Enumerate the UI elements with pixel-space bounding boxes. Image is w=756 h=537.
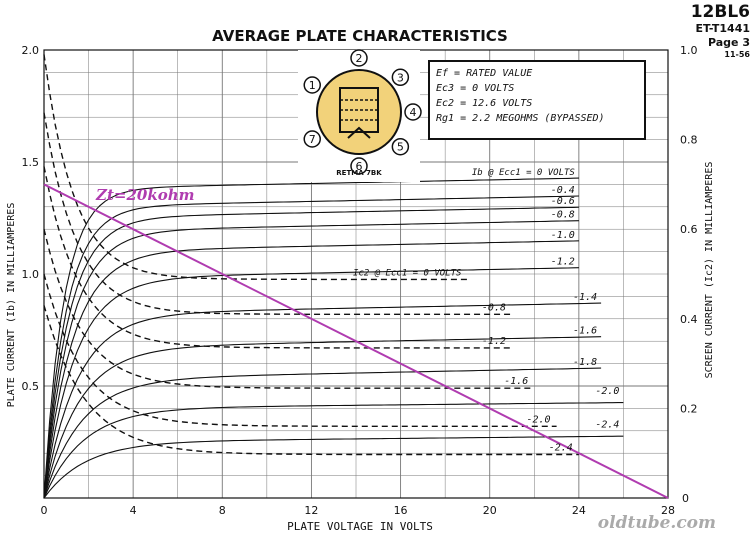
pin-number: 5 xyxy=(397,141,404,154)
screen-curve-label: -2.4 xyxy=(549,443,573,454)
x-tick-label: 0 xyxy=(41,504,48,517)
plate-curve xyxy=(43,220,579,499)
x-tick-label: 4 xyxy=(130,504,137,517)
tube-type: 12BL6 xyxy=(690,2,750,22)
pin-number: 3 xyxy=(397,71,404,84)
y2-tick-label: 1.0 xyxy=(680,44,698,57)
doc-code: ET-T1441 xyxy=(695,22,750,35)
screen-curve-label: -0.8 xyxy=(482,302,506,313)
pin-circle xyxy=(303,76,321,94)
plate-curve xyxy=(43,302,602,499)
screen-curve-label: -1.2 xyxy=(482,336,506,347)
y2-tick-label: 0.8 xyxy=(680,134,698,147)
y-axis-label: PLATE CURRENT (Ib) IN MILLIAMPERES xyxy=(6,203,17,408)
screen-curve xyxy=(43,305,579,456)
plate-curve-label: -2.0 xyxy=(595,386,619,397)
watermark: oldtube.com xyxy=(597,513,716,533)
y2-axis-label: SCREEN CURRENT (Ic2) IN MILLIAMPERES xyxy=(704,162,715,379)
condition-line: Ec3 = 0 VOLTS xyxy=(436,83,515,94)
pin-number: 6 xyxy=(356,160,363,173)
x-axis-label: PLATE VOLTAGE IN VOLTS xyxy=(287,520,433,533)
screen-curve-label: Ic2 @ Ecc1 = 0 VOLTS xyxy=(353,268,462,278)
pin-number: 2 xyxy=(356,52,363,65)
pin-number: 7 xyxy=(309,133,316,146)
plate-curve xyxy=(43,435,624,499)
screen-curve-label: -2.0 xyxy=(526,414,550,425)
pin-number: 1 xyxy=(309,79,316,92)
y2-tick-label: 0.6 xyxy=(680,223,698,236)
plate-current-curves xyxy=(43,177,624,499)
doc-date: 11-56 xyxy=(724,50,750,59)
y2-tick-label: 0.4 xyxy=(680,313,698,326)
chart-title: AVERAGE PLATE CHARACTERISTICS xyxy=(212,27,508,45)
x-tick-label: 20 xyxy=(483,504,497,517)
plate-curve-label: -0.4 xyxy=(551,185,575,196)
plate-curve xyxy=(43,402,624,499)
tube-basing-diagram: 1 2 3 4 5 6 7 RETMA 7BK xyxy=(298,49,422,182)
plate-curve-label: -2.4 xyxy=(595,419,619,430)
x-tick-label: 28 xyxy=(661,504,675,517)
basing-label: RETMA 7BK xyxy=(336,169,382,177)
condition-line: Ec2 = 12.6 VOLTS xyxy=(436,98,533,109)
curve-labels: Ib @ Ecc1 = 0 VOLTS -0.4-0.6 -0.8 -1.0 -1.2 -… xyxy=(353,168,619,453)
plate-curve xyxy=(43,206,579,499)
screen-curve xyxy=(43,273,557,427)
load-line xyxy=(43,183,669,499)
plate-curve-label: -1.2 xyxy=(551,257,575,268)
pin-circle xyxy=(303,130,321,148)
pin-circle xyxy=(404,103,422,121)
screen-curve xyxy=(43,112,512,315)
plate-curve-label: -1.4 xyxy=(573,292,597,303)
y2-tick-label: 0.2 xyxy=(680,402,698,415)
pin-circle xyxy=(350,49,368,67)
plate-curve xyxy=(43,195,579,499)
load-line-label: Zt=20kohm xyxy=(96,186,195,204)
pin-circle xyxy=(391,137,410,156)
plate-curve-label: Ib @ Ecc1 = 0 VOLTS xyxy=(472,168,576,178)
plate-curve-label: -1.8 xyxy=(573,357,597,368)
plate-curve xyxy=(43,267,579,499)
screen-curve xyxy=(43,229,535,389)
x-tick-label: 24 xyxy=(572,504,586,517)
x-tick-label: 16 xyxy=(394,504,408,517)
y-tick-label: 1.0 xyxy=(22,268,40,281)
x-tick-label: 12 xyxy=(304,504,318,517)
basing-pins: 1 2 3 4 5 6 7 xyxy=(303,49,422,175)
screen-curve xyxy=(43,54,468,281)
plate-curve-label: -1.6 xyxy=(573,326,597,337)
condition-line: Rg1 = 2.2 MEGOHMS (BYPASSED) xyxy=(436,113,605,124)
plate-curve xyxy=(43,177,579,499)
plate-curve xyxy=(43,336,602,499)
y-tick-label: 0.5 xyxy=(22,380,40,393)
y-tick-label: 2.0 xyxy=(22,44,40,57)
condition-line: Ef = RATED VALUE xyxy=(436,68,533,79)
load-line-segment xyxy=(43,183,669,499)
plate-curve-label: -0.8 xyxy=(551,210,575,221)
plate-curve-label: -0.6 xyxy=(551,196,575,207)
y-tick-label: 1.5 xyxy=(22,156,40,169)
operating-conditions-box: Ef = RATED VALUE Ec3 = 0 VOLTS Ec2 = 12.… xyxy=(428,60,646,140)
plate-curve xyxy=(43,367,602,499)
screen-curve-label: -1.6 xyxy=(504,376,528,387)
page-number: Page 3 xyxy=(707,36,750,49)
pin-number: 4 xyxy=(410,106,417,119)
plate-curve xyxy=(43,240,579,499)
y2-tick-label: 0 xyxy=(682,492,689,505)
x-tick-label: 8 xyxy=(219,504,226,517)
pin-circle xyxy=(350,157,368,175)
plate-curve-label: -1.0 xyxy=(551,230,575,241)
pin-circle xyxy=(391,68,410,87)
